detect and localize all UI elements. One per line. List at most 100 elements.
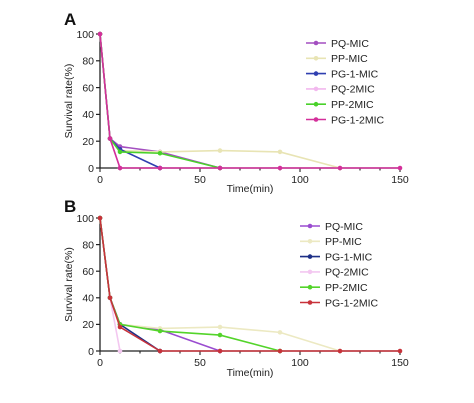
- legend-swatch-marker: [307, 269, 313, 275]
- data-point: [117, 165, 123, 171]
- data-point: [217, 332, 223, 338]
- y-tick-label: 80: [82, 56, 94, 68]
- legend-item: PG-1-MIC: [300, 251, 373, 263]
- legend-item: PP-MIC: [306, 53, 368, 65]
- legend-item: PP-MIC: [300, 236, 362, 248]
- legend-swatch-marker: [307, 239, 313, 244]
- data-point: [337, 348, 343, 354]
- legend-swatch-marker: [313, 86, 319, 92]
- legend-item: PP-2MIC: [300, 282, 368, 294]
- legend-label: PQ-MIC: [325, 221, 363, 233]
- x-axis-label: Time(min): [227, 183, 274, 195]
- y-tick-label: 0: [88, 346, 94, 358]
- x-tick-label: 50: [194, 174, 206, 186]
- x-tick-label: 0: [97, 174, 103, 186]
- legend-swatch-marker: [313, 117, 319, 122]
- series-pp-mic: [97, 215, 343, 354]
- data-point: [157, 348, 163, 354]
- x-tick-label: 0: [97, 357, 103, 369]
- legend-item: PP-2MIC: [306, 99, 374, 111]
- y-axis-label: Survival rate(%): [63, 64, 75, 139]
- data-point: [97, 215, 103, 221]
- data-point: [157, 150, 163, 156]
- chart-panel-a: A 0 20 40 60 80 100 0 50 100 150 Time(min) Survival …: [63, 10, 409, 195]
- x-axis-label: Time(min): [227, 367, 274, 379]
- legend-swatch-marker: [313, 101, 319, 107]
- data-point: [337, 165, 343, 171]
- series-pq-2mic: [97, 215, 123, 354]
- data-point: [117, 324, 123, 330]
- data-point: [217, 348, 223, 354]
- y-tick-label: 20: [82, 136, 94, 148]
- data-point: [217, 165, 223, 171]
- data-point: [157, 328, 163, 334]
- series-pg-1-mic: [97, 31, 163, 171]
- y-tick-label: 60: [82, 82, 94, 94]
- data-point: [107, 136, 113, 141]
- panel-letter: B: [64, 197, 76, 216]
- series-pg-1-2mic: [97, 31, 403, 171]
- series-line: [99, 217, 400, 352]
- legend-item: PQ-2MIC: [306, 84, 375, 96]
- series-pq-mic: [97, 31, 223, 171]
- data-point: [117, 149, 123, 155]
- legend-swatch-marker: [313, 40, 319, 46]
- legend-swatch-marker: [313, 71, 319, 76]
- data-point: [97, 31, 103, 37]
- y-tick-label: 40: [82, 293, 94, 305]
- legend: PQ-MIC PP-MIC PG-1-MIC PQ-2MIC PP-2MIC PG-1-2…: [306, 38, 385, 126]
- series-pp-mic: [97, 31, 343, 171]
- legend-swatch-marker: [307, 223, 313, 229]
- legend-label: PG-1-2MIC: [325, 297, 379, 309]
- data-point: [277, 330, 283, 335]
- y-tick-label: 60: [82, 266, 94, 278]
- series-line: [99, 33, 400, 169]
- y-tick-label: 100: [76, 29, 94, 41]
- data-point: [277, 348, 283, 354]
- legend-item: PQ-MIC: [306, 38, 369, 50]
- data-point: [117, 348, 123, 354]
- panel-letter: A: [64, 10, 76, 29]
- legend-label: PP-2MIC: [325, 282, 368, 294]
- legend-swatch-marker: [313, 56, 319, 61]
- legend-label: PG-1-MIC: [331, 68, 379, 80]
- legend-label: PQ-2MIC: [331, 84, 375, 96]
- legend-swatch-marker: [307, 254, 313, 259]
- series-pg-1-2mic: [97, 215, 403, 354]
- y-tick-label: 20: [82, 319, 94, 331]
- series-line: [99, 217, 341, 352]
- legend: PQ-MIC PP-MIC PG-1-MIC PQ-2MIC PP-2MIC PG-1-2…: [300, 221, 379, 309]
- y-tick-label: 80: [82, 239, 94, 251]
- series-pp-2mic: [97, 31, 223, 171]
- legend-item: PQ-MIC: [300, 221, 363, 233]
- data-point: [157, 165, 163, 171]
- legend-label: PQ-2MIC: [325, 267, 369, 279]
- legend-item: PG-1-2MIC: [300, 297, 379, 309]
- legend-label: PP-MIC: [325, 236, 362, 248]
- legend-swatch-marker: [307, 284, 313, 290]
- data-point: [397, 348, 403, 354]
- x-tick-label: 150: [391, 357, 409, 369]
- legend-item: PG-1-MIC: [306, 68, 379, 80]
- x-tick-label: 50: [194, 357, 206, 369]
- legend-swatch-marker: [307, 300, 313, 305]
- y-axis-label: Survival rate(%): [63, 247, 75, 322]
- data-point: [217, 324, 223, 330]
- legend-label: PQ-MIC: [331, 38, 369, 50]
- chart-panel-b: B 0 20 40 60 80 100 0 50 100 150 Time(min) Survival …: [63, 197, 409, 379]
- legend-item: PQ-2MIC: [300, 267, 369, 279]
- legend-label: PG-1-MIC: [325, 251, 373, 263]
- data-point: [107, 295, 113, 301]
- legend-label: PP-2MIC: [331, 99, 374, 111]
- data-point: [277, 165, 283, 171]
- legend-item: PG-1-2MIC: [306, 114, 385, 126]
- y-tick-label: 40: [82, 109, 94, 121]
- x-tick-label: 100: [291, 357, 309, 369]
- y-tick-label: 100: [76, 213, 94, 225]
- y-tick-label: 0: [88, 163, 94, 175]
- data-point: [277, 149, 283, 155]
- x-tick-label: 150: [391, 174, 409, 186]
- legend-label: PP-MIC: [331, 53, 368, 65]
- x-tick-label: 100: [291, 174, 309, 186]
